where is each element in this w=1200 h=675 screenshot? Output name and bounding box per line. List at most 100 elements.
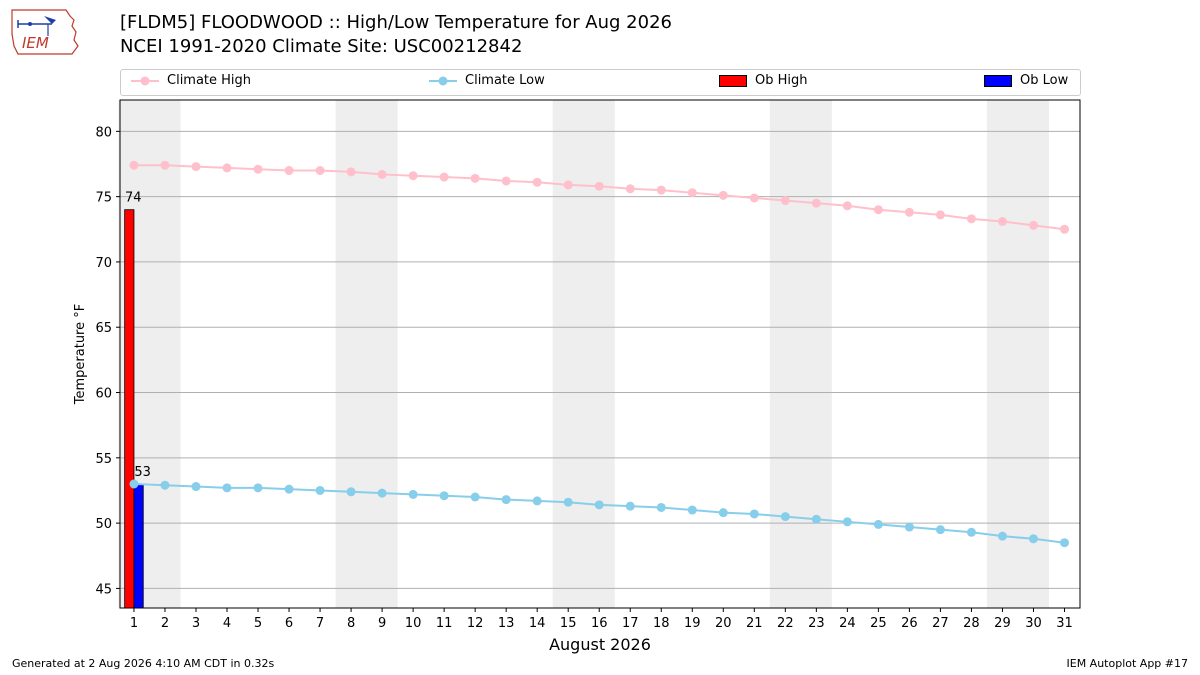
weekend-band-3 <box>552 100 615 608</box>
footer-generated: Generated at 2 Aug 2026 4:10 AM CDT in 0… <box>12 657 275 670</box>
climate-low-point-5 <box>253 483 263 493</box>
climate-high-line <box>133 164 1065 231</box>
x-tick-label-30: 30 <box>1025 616 1042 631</box>
climate-low-point-6 <box>284 484 294 494</box>
x-axis-label: August 2026 <box>549 635 651 654</box>
x-tick-label-3: 3 <box>192 616 200 631</box>
climate-low-point-8 <box>346 487 356 497</box>
climate-low-point-29 <box>997 531 1007 541</box>
x-tick-label-19: 19 <box>684 616 701 631</box>
climate-high-point-1 <box>129 160 139 170</box>
legend: Climate High Climate Low Ob High Ob Low <box>120 69 1081 96</box>
climate-low-point-9 <box>377 488 387 498</box>
climate-high-point-14 <box>532 177 542 187</box>
y-axis-label: Temperature °F <box>73 304 88 405</box>
climate-low-point-27 <box>935 525 945 535</box>
climate-high-point-24 <box>842 201 852 211</box>
climate-low-line <box>133 482 1065 544</box>
climate-low-point-28 <box>966 527 976 537</box>
climate-low-point-15 <box>563 497 573 507</box>
logo-text: IEM <box>22 34 49 52</box>
climate-low-point-31 <box>1059 538 1069 548</box>
climate-high-point-15 <box>563 180 573 190</box>
x-tick-label-24: 24 <box>839 616 856 631</box>
ob-high-value-label-1: 74 <box>125 191 142 206</box>
ob-high-swatch <box>719 74 747 87</box>
climate-high-point-2 <box>160 160 170 170</box>
x-tick-label-8: 8 <box>347 616 355 631</box>
x-tick-label-10: 10 <box>405 616 422 631</box>
climate-high-point-20 <box>718 190 728 200</box>
x-tick-label-9: 9 <box>378 616 386 631</box>
x-tick-label-6: 6 <box>285 616 293 631</box>
climate-low-point-7 <box>315 485 325 495</box>
climate-low-point-19 <box>687 505 697 515</box>
x-tick-label-23: 23 <box>808 616 825 631</box>
climate-low-point-24 <box>842 517 852 527</box>
y-tick-label-50: 50 <box>95 517 112 532</box>
climate-low-point-18 <box>656 502 666 512</box>
footer-app: IEM Autoplot App #17 <box>1066 657 1189 670</box>
weekend-band-1 <box>118 100 181 608</box>
x-tick-label-18: 18 <box>653 616 670 631</box>
climate-low-point-13 <box>501 495 511 505</box>
climate-high-point-29 <box>997 216 1007 226</box>
climate-high-point-25 <box>873 205 883 215</box>
climate-high-point-13 <box>501 176 511 186</box>
weekend-band-5 <box>986 100 1049 608</box>
x-tick-label-4: 4 <box>223 616 231 631</box>
climate-high-point-27 <box>935 210 945 220</box>
climate-high-point-10 <box>408 171 418 181</box>
climate-high-point-18 <box>656 185 666 195</box>
y-tick-label-55: 55 <box>95 452 112 467</box>
climate-low-point-3 <box>191 482 201 492</box>
climate-low-point-10 <box>408 489 418 499</box>
x-tick-label-13: 13 <box>498 616 515 631</box>
climate-high-point-31 <box>1059 224 1069 234</box>
y-tick-label-70: 70 <box>95 256 112 271</box>
x-tick-label-5: 5 <box>254 616 262 631</box>
iem-logo: IEM <box>11 9 79 55</box>
ob-low-value-label-1: 53 <box>134 465 151 480</box>
climate-high-point-12 <box>470 173 480 183</box>
x-tick-label-20: 20 <box>715 616 732 631</box>
x-tick-label-26: 26 <box>901 616 918 631</box>
climate-high-point-16 <box>594 181 604 191</box>
x-tick-label-15: 15 <box>560 616 577 631</box>
weekend-band-2 <box>335 100 398 608</box>
x-tick-label-21: 21 <box>746 616 763 631</box>
legend-label-ob-high: Ob High <box>755 73 808 88</box>
y-tick-label-45: 45 <box>95 582 112 597</box>
climate-low-point-4 <box>222 483 232 493</box>
y-tick-label-75: 75 <box>95 191 112 206</box>
y-tick-label-80: 80 <box>95 125 112 140</box>
legend-item-ob-high: Ob High <box>719 73 808 88</box>
climate-high-point-28 <box>966 214 976 224</box>
climate-low-point-23 <box>811 514 821 524</box>
climate-high-point-11 <box>439 172 449 182</box>
climate-low-point-20 <box>718 508 728 518</box>
x-tick-label-14: 14 <box>529 616 546 631</box>
climate-high-point-5 <box>253 164 263 174</box>
climate-low-point-16 <box>594 500 604 510</box>
climate-low-point-30 <box>1028 534 1038 544</box>
x-tick-label-16: 16 <box>591 616 608 631</box>
legend-label-climate-low: Climate Low <box>465 73 545 88</box>
x-tick-label-12: 12 <box>467 616 484 631</box>
climate-low-point-2 <box>160 480 170 490</box>
chart-title: [FLDM5] FLOODWOOD :: High/Low Temperatur… <box>120 12 672 33</box>
climate-high-point-7 <box>315 166 325 176</box>
climate-high-point-17 <box>625 184 635 194</box>
ob-low-bar-1 <box>133 483 144 609</box>
climate-high-point-26 <box>904 207 914 217</box>
x-tick-label-29: 29 <box>994 616 1011 631</box>
x-tick-label-27: 27 <box>932 616 949 631</box>
climate-high-point-22 <box>780 196 790 206</box>
legend-item-climate-high: Climate High <box>131 73 251 88</box>
y-tick-label-65: 65 <box>95 321 112 336</box>
climate-low-swatch <box>429 76 457 85</box>
chart-subtitle: NCEI 1991-2020 Climate Site: USC00212842 <box>120 36 523 57</box>
climate-high-point-21 <box>749 193 759 203</box>
x-tick-label-1: 1 <box>130 616 138 631</box>
